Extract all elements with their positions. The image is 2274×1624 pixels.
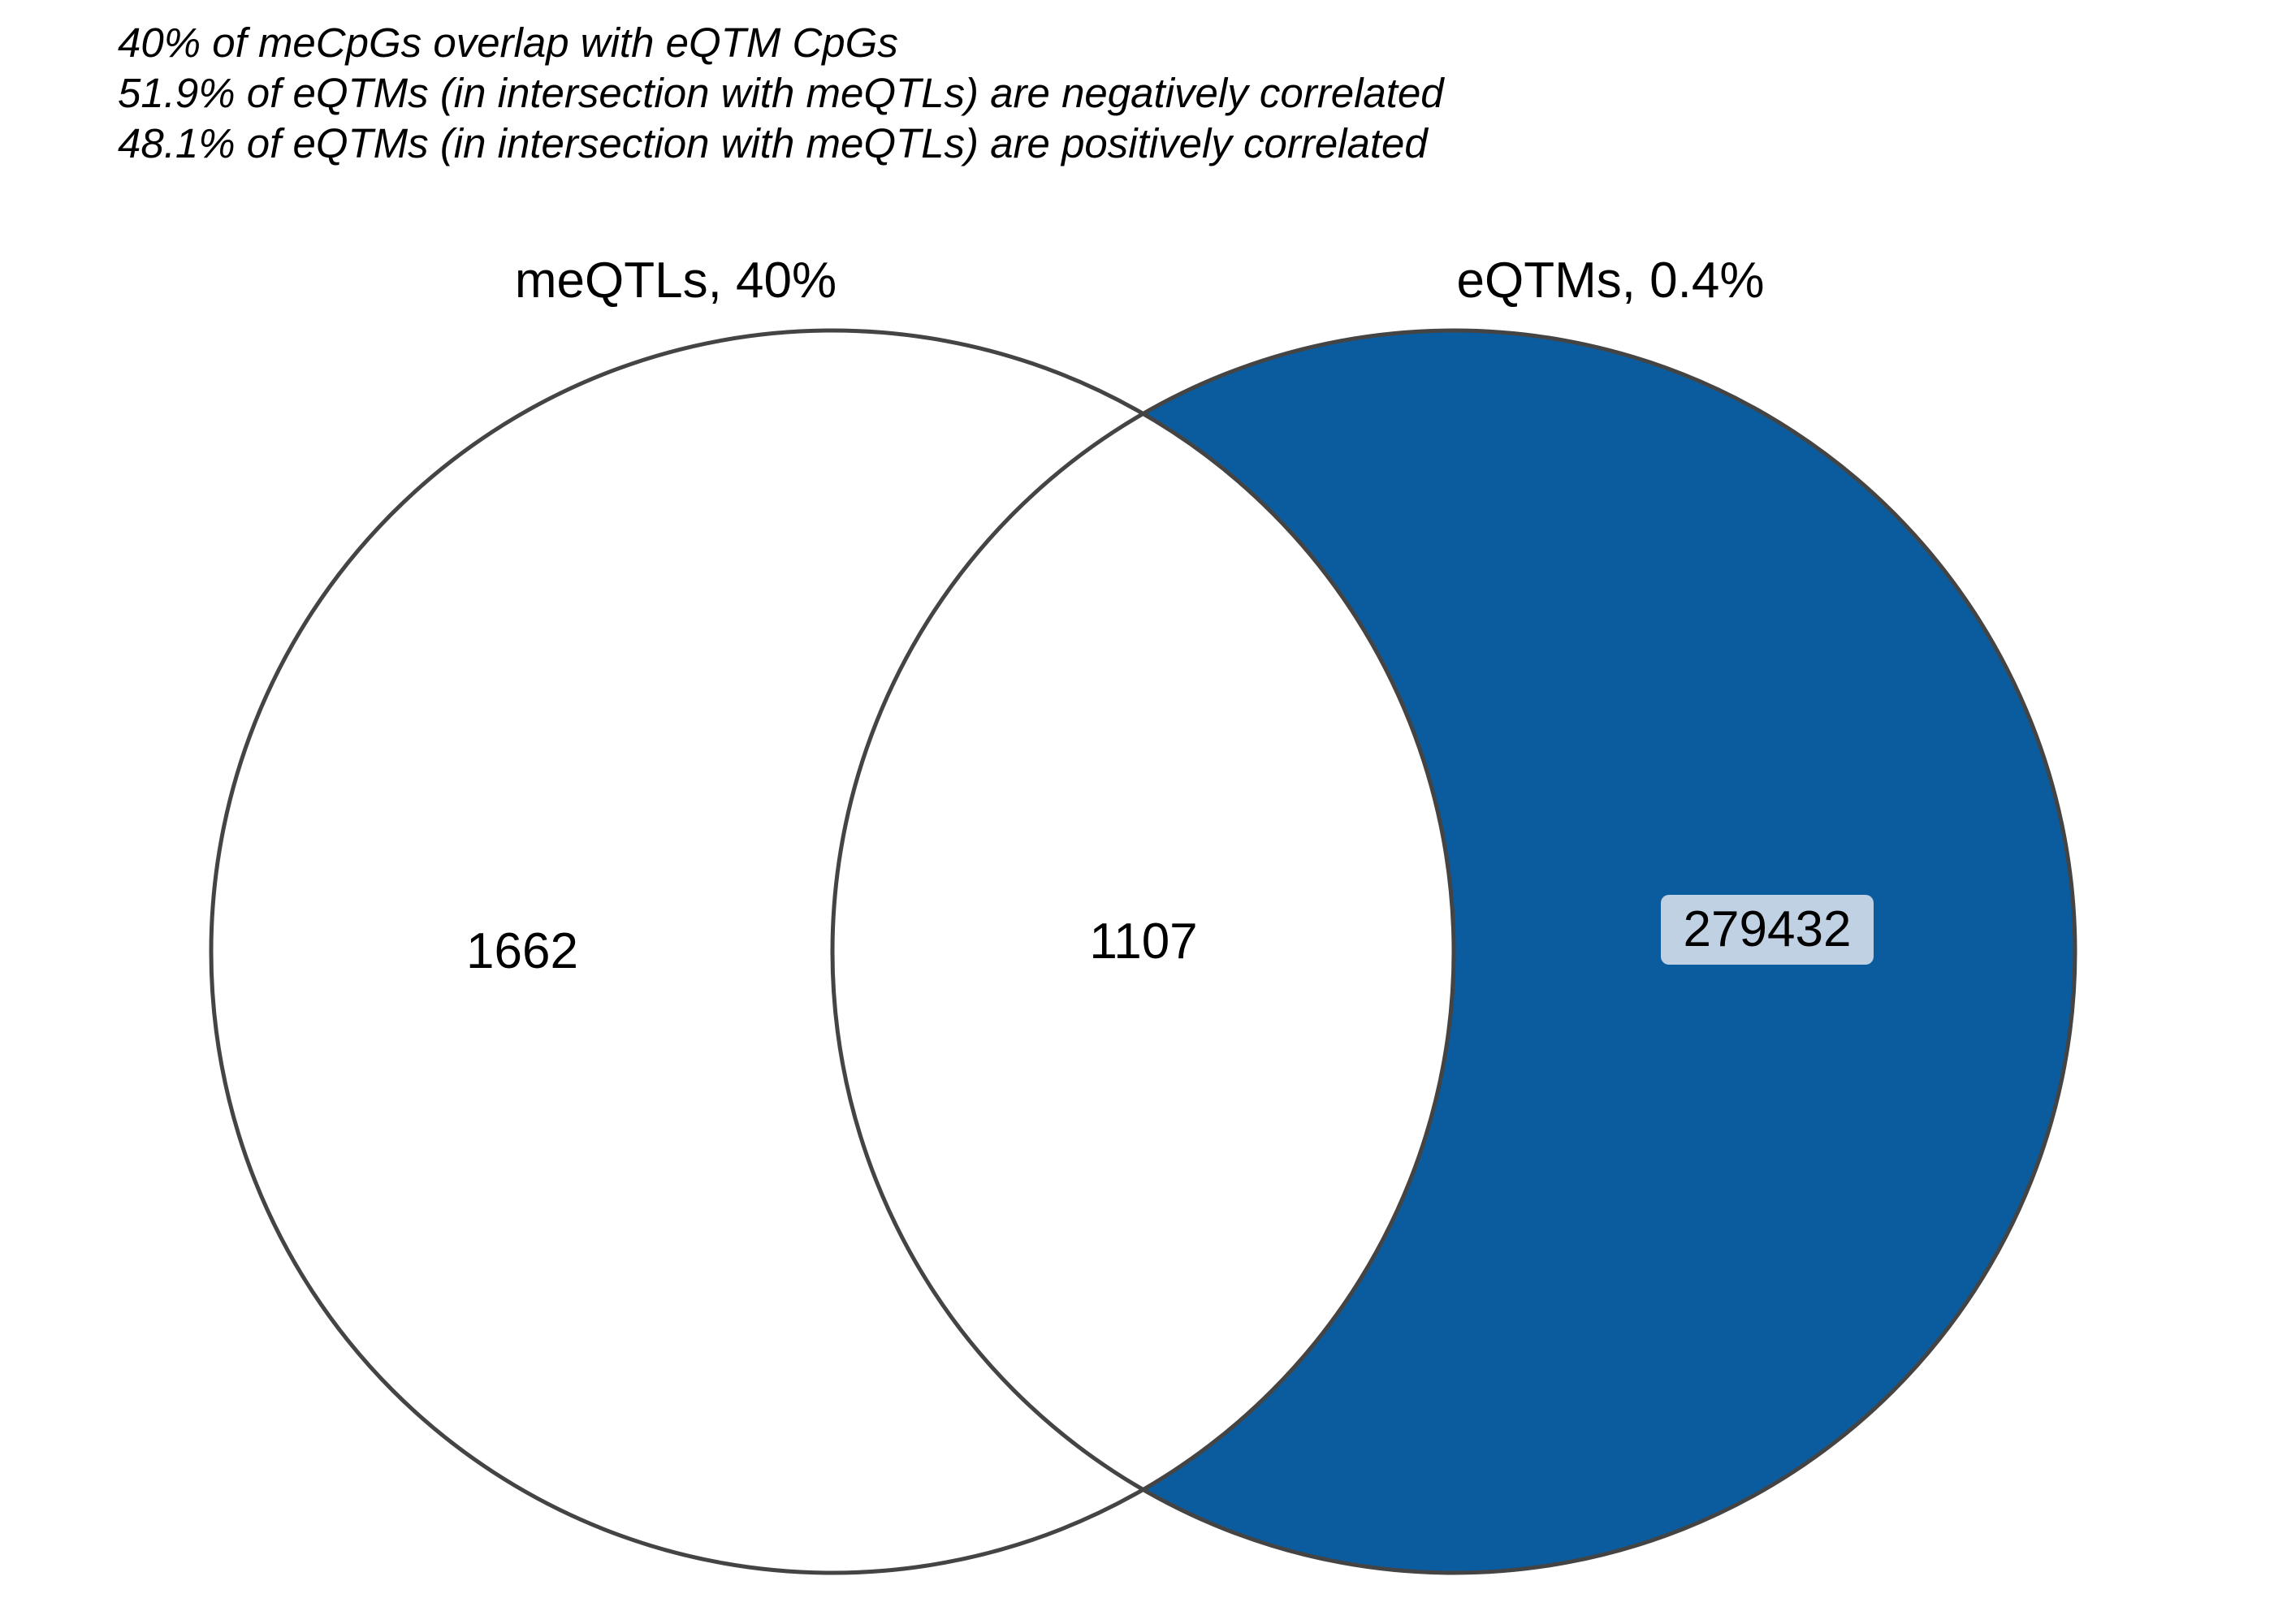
set-label-eqtms: eQTMs, 0.4% [1457, 253, 1765, 309]
count-intersection: 1107 [1089, 914, 1197, 970]
count-only-eqtms: 279432 [1684, 901, 1852, 957]
set-label-meqtls: meQTLs, 40% [515, 253, 837, 309]
count-only-meqtls: 1662 [466, 923, 578, 979]
eqtms-outline [830, 328, 2077, 1575]
annotation-notes: 40% of meCpGs overlap with eQTM CpGs 51.… [118, 18, 1444, 169]
only-eqtms-label-box [1661, 895, 1874, 965]
meqtls-outline [209, 328, 1456, 1575]
intersection-region [832, 330, 1454, 1573]
note-positive-correlation: 48.1% of eQTMs (in intersection with meQ… [118, 120, 1428, 166]
note-negative-correlation: 51.9% of eQTMs (in intersection with meQ… [118, 70, 1444, 116]
note-overlap: 40% of meCpGs overlap with eQTM CpGs [118, 19, 898, 66]
